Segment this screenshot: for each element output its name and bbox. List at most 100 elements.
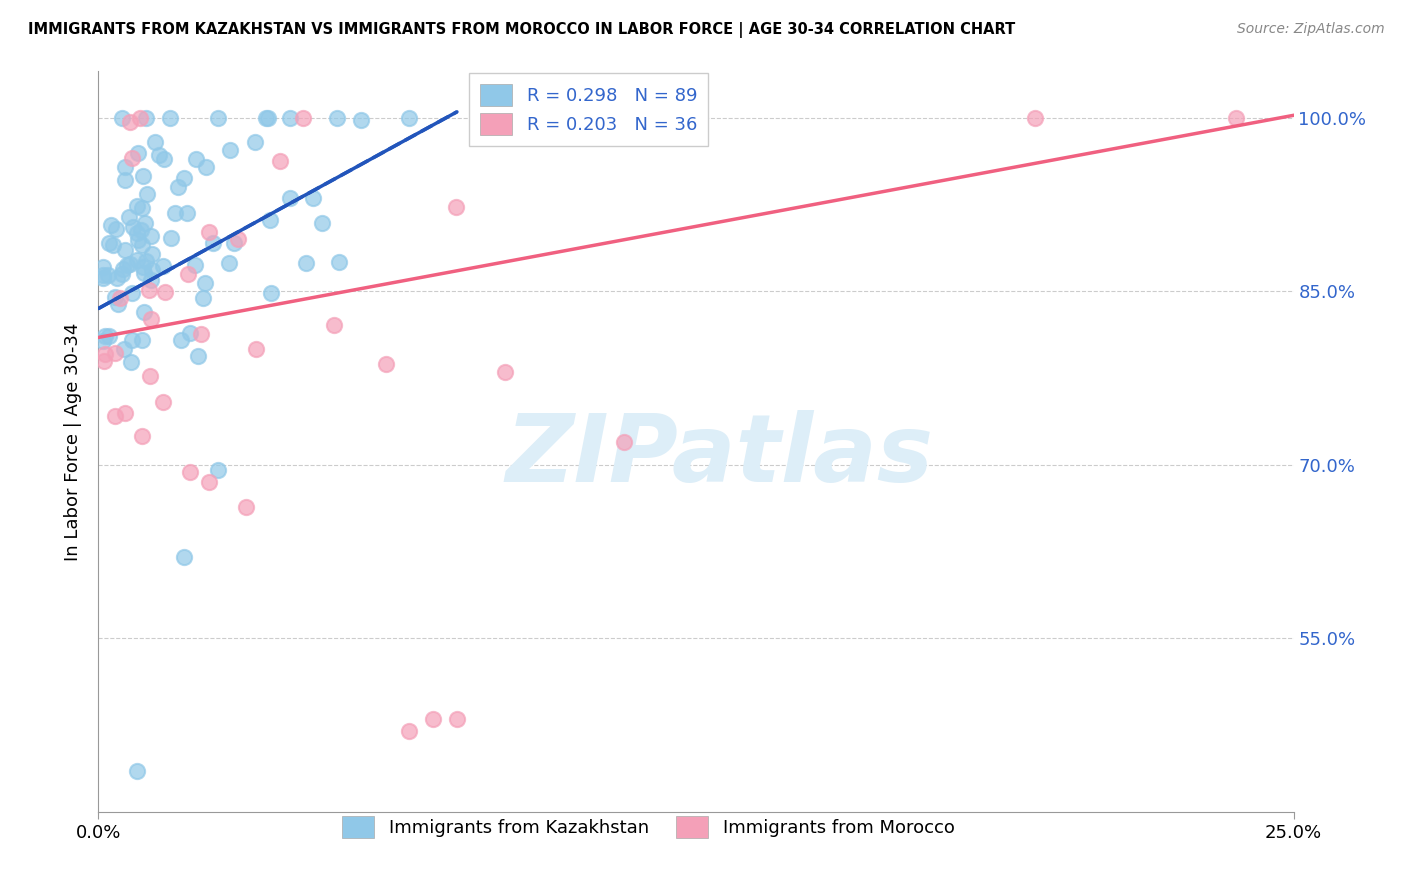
Point: [104, 409, 127, 423]
Point: [235, 500, 257, 514]
Point: [1024, 111, 1046, 125]
Point: [135, 111, 157, 125]
Point: [398, 723, 420, 738]
Point: [184, 258, 207, 272]
Point: [269, 153, 291, 168]
Point: [131, 428, 153, 442]
Point: [117, 210, 139, 224]
Point: [295, 255, 318, 269]
Point: [139, 368, 162, 383]
Point: [107, 297, 129, 311]
Point: [375, 357, 398, 371]
Point: [141, 246, 163, 260]
Point: [398, 111, 420, 125]
Point: [121, 333, 143, 347]
Point: [198, 475, 221, 490]
Point: [135, 187, 157, 202]
Point: [193, 291, 215, 305]
Point: [159, 231, 181, 245]
Point: [207, 463, 229, 477]
Point: [176, 206, 198, 220]
Point: [222, 235, 245, 250]
Point: [100, 219, 122, 233]
Point: [177, 267, 200, 281]
Point: [94, 347, 117, 361]
Point: [141, 272, 163, 286]
Point: [201, 235, 224, 250]
Point: [153, 153, 176, 167]
Point: [131, 201, 153, 215]
Point: [141, 228, 163, 243]
Point: [97, 328, 120, 343]
Point: [118, 257, 141, 271]
Point: [166, 180, 188, 194]
Point: [97, 268, 120, 282]
Point: [129, 223, 152, 237]
Point: [218, 256, 240, 270]
Point: [114, 172, 136, 186]
Point: [190, 327, 212, 342]
Point: [132, 169, 155, 183]
Point: [170, 333, 193, 347]
Point: [159, 111, 181, 125]
Y-axis label: In Labor Force | Age 30-34: In Labor Force | Age 30-34: [65, 322, 83, 561]
Point: [120, 115, 142, 129]
Point: [254, 111, 277, 125]
Point: [98, 235, 121, 250]
Point: [104, 290, 127, 304]
Point: [198, 225, 221, 239]
Point: [131, 238, 153, 252]
Point: [91, 270, 114, 285]
Point: [104, 222, 127, 236]
Point: [101, 238, 124, 252]
Point: [328, 254, 350, 268]
Point: [187, 349, 209, 363]
Point: [125, 764, 148, 779]
Point: [179, 326, 201, 340]
Point: [114, 161, 136, 175]
Point: [135, 254, 157, 268]
Point: [323, 318, 346, 332]
Point: [111, 262, 134, 277]
Text: ZIPatlas: ZIPatlas: [506, 410, 934, 502]
Point: [93, 354, 115, 368]
Point: [260, 285, 283, 300]
Point: [207, 111, 229, 125]
Point: [152, 395, 174, 409]
Legend: Immigrants from Kazakhstan, Immigrants from Morocco: Immigrants from Kazakhstan, Immigrants f…: [333, 807, 963, 847]
Point: [257, 111, 280, 125]
Point: [228, 232, 250, 246]
Point: [120, 354, 142, 368]
Point: [173, 550, 195, 565]
Point: [131, 333, 153, 347]
Point: [422, 712, 444, 726]
Point: [134, 305, 156, 319]
Point: [121, 151, 143, 165]
Point: [125, 199, 148, 213]
Point: [613, 434, 636, 449]
Point: [141, 263, 163, 277]
Point: [125, 252, 148, 267]
Point: [138, 283, 160, 297]
Point: [127, 145, 149, 160]
Point: [165, 206, 187, 220]
Point: [127, 233, 149, 247]
Point: [132, 266, 155, 280]
Point: [139, 312, 162, 326]
Point: [446, 712, 468, 726]
Point: [184, 152, 207, 166]
Point: [292, 111, 315, 125]
Point: [259, 212, 281, 227]
Point: [179, 465, 201, 479]
Point: [173, 171, 195, 186]
Point: [114, 406, 136, 420]
Point: [494, 365, 516, 379]
Point: [115, 259, 138, 273]
Point: [91, 260, 114, 274]
Point: [195, 160, 218, 174]
Point: [112, 342, 135, 356]
Point: [125, 226, 148, 240]
Point: [91, 334, 114, 348]
Point: [350, 112, 373, 127]
Point: [128, 111, 150, 125]
